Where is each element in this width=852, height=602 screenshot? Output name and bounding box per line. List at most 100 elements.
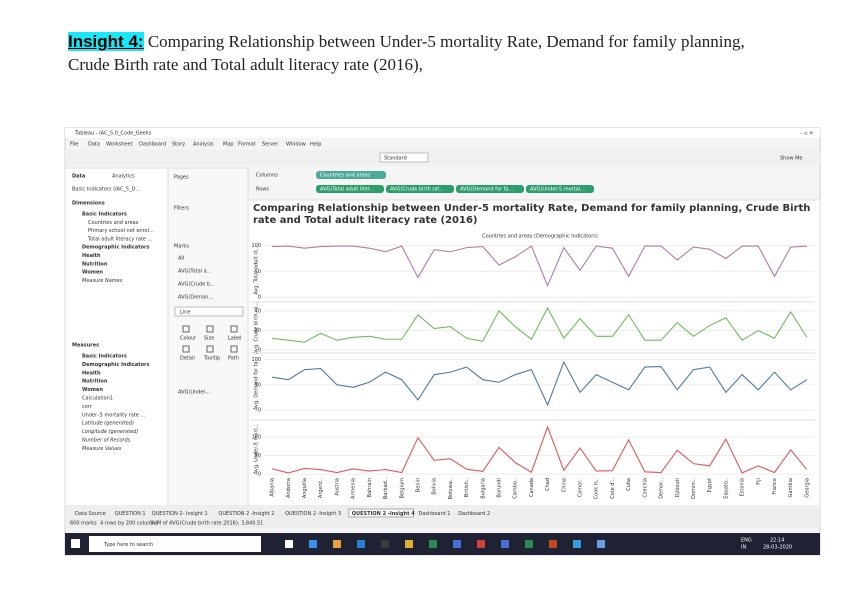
taskbar-icon[interactable] bbox=[285, 540, 293, 548]
taskbar-icon[interactable] bbox=[429, 540, 437, 548]
mark-button-icon[interactable] bbox=[206, 345, 214, 353]
menu-item[interactable]: Map bbox=[223, 142, 234, 148]
menu-item[interactable]: Data bbox=[88, 142, 100, 148]
taskbar-icon[interactable] bbox=[501, 540, 509, 548]
pill bbox=[456, 185, 524, 193]
x-tick-label: Austria bbox=[334, 478, 340, 496]
menu-item[interactable]: Analysis bbox=[193, 142, 214, 148]
menu-item[interactable]: Server bbox=[262, 142, 279, 148]
field[interactable]: Nutrition bbox=[82, 261, 108, 267]
y-axis-label: Avg. Demand for fa... bbox=[254, 356, 260, 410]
mark-button-icon[interactable] bbox=[230, 325, 238, 333]
window-controls: – ▫ ✕ bbox=[800, 131, 813, 137]
x-tick-label: France bbox=[772, 478, 778, 495]
menu-item[interactable]: Format bbox=[238, 142, 256, 148]
pill-label: Countries and areas bbox=[320, 173, 371, 179]
field[interactable]: Under–5 mortality rate ... bbox=[82, 412, 146, 418]
taskbar-icon[interactable] bbox=[597, 540, 605, 548]
y-tick-label: 50 bbox=[255, 382, 261, 388]
x-tick-label: China bbox=[561, 478, 567, 492]
insight-label: Insight 4: bbox=[68, 32, 144, 51]
field[interactable]: Basic Indicators bbox=[82, 212, 127, 218]
taskbar-icon[interactable] bbox=[405, 540, 413, 548]
field[interactable]: Countries and areas bbox=[88, 220, 139, 226]
y-tick-label: 0 bbox=[258, 348, 261, 354]
sheet-tab[interactable]: QUESTION 2 -Insight 4 bbox=[352, 511, 415, 517]
taskbar-icon[interactable] bbox=[573, 540, 581, 548]
taskbar-icon[interactable] bbox=[453, 540, 461, 548]
mark-button-icon[interactable] bbox=[182, 325, 190, 333]
marks-item[interactable]: AVG(Deman... bbox=[178, 295, 214, 301]
sheet-tab[interactable]: Dashboard 2 bbox=[458, 511, 490, 517]
taskbar-icon[interactable] bbox=[549, 540, 557, 548]
mark-button-icon[interactable] bbox=[182, 345, 190, 353]
field[interactable]: Women bbox=[82, 270, 103, 276]
x-tick-label: Anguilla bbox=[302, 478, 308, 498]
search-placeholder: Type here to search bbox=[103, 542, 153, 548]
tray-region: IN bbox=[741, 545, 746, 551]
taskbar-icon[interactable] bbox=[525, 540, 533, 548]
field[interactable]: Calculation1 bbox=[82, 396, 113, 402]
sheet-tab[interactable]: Dashboard 1 bbox=[419, 511, 451, 517]
pane-tab[interactable]: Analytics bbox=[112, 174, 135, 180]
dropdown[interactable] bbox=[379, 152, 429, 163]
mark-button-icon[interactable] bbox=[206, 325, 214, 333]
field[interactable]: Measure Values bbox=[82, 446, 122, 452]
x-tick-label: Fiji bbox=[756, 478, 762, 485]
sheet-tab[interactable]: QUESTION 1 bbox=[115, 511, 146, 517]
menu-item[interactable]: Story bbox=[172, 142, 185, 148]
sheet-tab[interactable]: QUESTION 2 -Insight 3 bbox=[285, 511, 341, 517]
x-tick-label: Burundi bbox=[496, 478, 502, 498]
mark-type[interactable] bbox=[174, 306, 244, 317]
field[interactable]: Demographic Indicators bbox=[82, 362, 150, 368]
sheet-tab[interactable]: Data Source bbox=[75, 511, 106, 517]
tray-lang: ENG bbox=[741, 538, 752, 544]
field[interactable]: Latitude (generated) bbox=[82, 421, 134, 427]
window-title: Tableau - IAC_5.0_Code_Geeks bbox=[74, 131, 152, 137]
shelf-label: Columns bbox=[256, 173, 278, 179]
field[interactable]: corr bbox=[82, 404, 93, 410]
marks-item[interactable]: AVG(Total a... bbox=[178, 269, 212, 275]
field[interactable]: Health bbox=[82, 253, 101, 259]
show-me[interactable]: Show Me bbox=[780, 156, 802, 162]
field[interactable]: Women bbox=[82, 387, 103, 393]
field[interactable]: Measure Names bbox=[82, 278, 123, 284]
search-box[interactable] bbox=[89, 536, 261, 552]
taskbar-icon[interactable] bbox=[477, 540, 485, 548]
mark-button-icon[interactable] bbox=[230, 345, 238, 353]
menu-item[interactable]: File bbox=[70, 142, 78, 148]
taskbar-icon[interactable] bbox=[357, 540, 365, 548]
start-button[interactable] bbox=[71, 539, 80, 548]
line-series bbox=[272, 360, 808, 407]
field[interactable]: Demographic Indicators bbox=[82, 245, 150, 251]
field[interactable]: Primary school net enrol... bbox=[88, 228, 154, 234]
menu-item[interactable]: Help bbox=[310, 142, 321, 148]
insight-text: Comparing Relationship between Under-5 m… bbox=[68, 32, 745, 74]
y-tick-label: 100 bbox=[251, 357, 261, 363]
marks-item[interactable]: AVG(Crude b... bbox=[178, 282, 215, 288]
menu-item[interactable]: Window bbox=[286, 142, 306, 148]
field[interactable]: Health bbox=[82, 370, 101, 376]
menu-item[interactable]: Worksheet bbox=[106, 142, 133, 148]
line-series bbox=[272, 245, 807, 288]
sheet-tab[interactable]: QUESTION 2- Insight 1 bbox=[152, 511, 208, 517]
field[interactable]: Longitude (generated) bbox=[82, 429, 138, 435]
x-tick-label: Andorra bbox=[286, 478, 292, 498]
sheet-tab[interactable]: QUESTION 2 -Insight 2 bbox=[218, 511, 274, 517]
menu-item[interactable]: Dashboard bbox=[139, 142, 166, 148]
taskbar-icon[interactable] bbox=[309, 540, 317, 548]
y-tick-label: 20 bbox=[255, 328, 261, 334]
marks-item[interactable]: AVG(Under-... bbox=[178, 390, 212, 396]
status-text: SUM of AVG(Crude birth rate 2016): 3,840… bbox=[150, 521, 263, 527]
pane-tab[interactable]: Data bbox=[72, 174, 85, 180]
x-tick-label: Democ.. bbox=[659, 478, 665, 499]
field[interactable]: Basic Indicators bbox=[82, 354, 127, 360]
field[interactable]: Nutrition bbox=[82, 379, 108, 385]
marks-item[interactable]: All bbox=[178, 256, 184, 262]
field[interactable]: Number of Records bbox=[82, 438, 131, 444]
x-tick-label: Canada bbox=[529, 478, 535, 497]
taskbar-icon[interactable] bbox=[333, 540, 341, 548]
field[interactable]: Total adult literacy rate ... bbox=[87, 236, 153, 242]
taskbar-icon[interactable] bbox=[381, 540, 389, 548]
